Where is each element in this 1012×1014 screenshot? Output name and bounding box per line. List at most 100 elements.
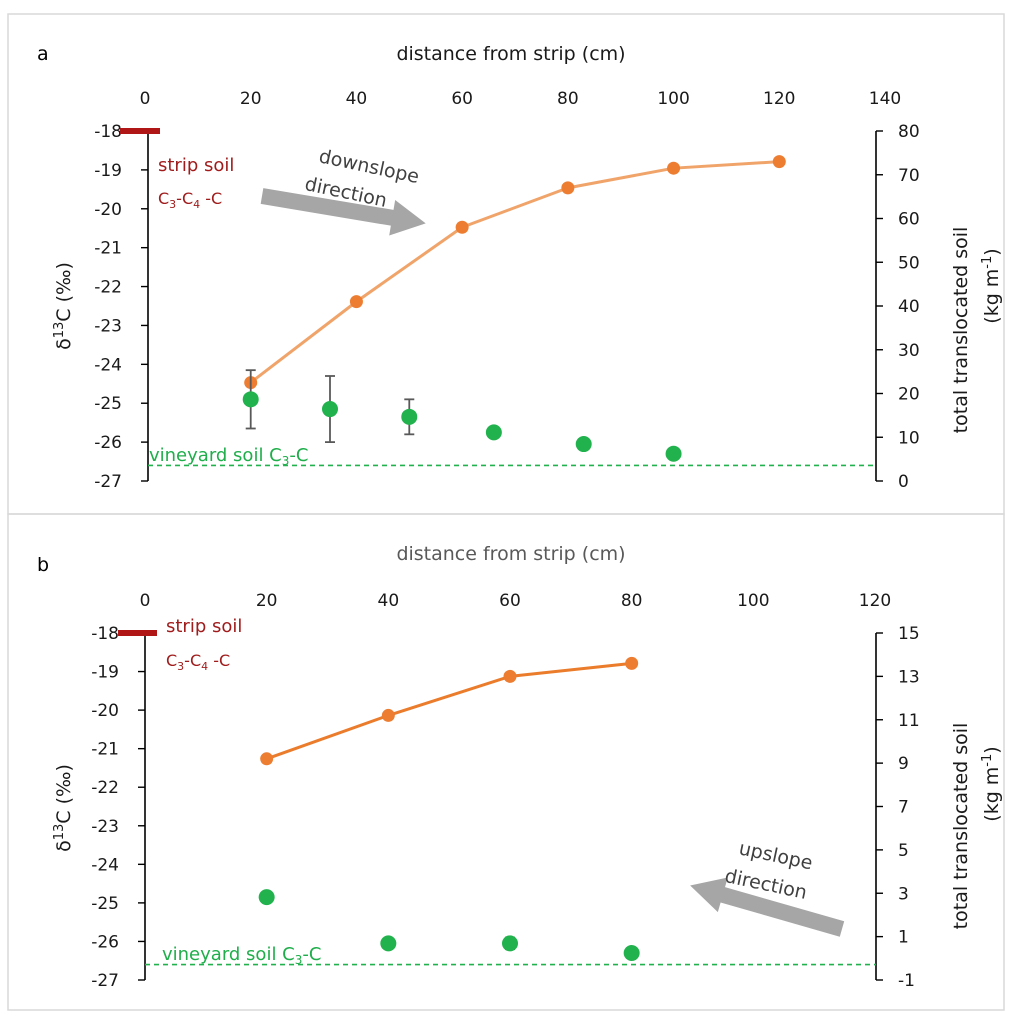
panel-b-left-axis-title: δ13C (‰) xyxy=(52,764,75,852)
panel-a-vineyard-soil-label: vineyard soil C3-C xyxy=(149,445,308,468)
delta13c-point xyxy=(502,935,518,952)
x-tick-label: 120 xyxy=(763,89,795,109)
left-tick-label: -26 xyxy=(91,932,119,952)
panel-b: b distance from strip (cm) 0 20 40 60 80 100 1… xyxy=(37,543,1003,991)
left-tick-label: -22 xyxy=(94,278,122,298)
right-tick-label: 50 xyxy=(898,253,920,273)
x-tick-label: 100 xyxy=(737,591,769,611)
right-tick-label: 15 xyxy=(898,624,920,644)
left-tick-label: -18 xyxy=(91,624,119,644)
panel-a-yrlabel-sup: -1 xyxy=(980,256,995,269)
translocated-soil-point xyxy=(667,161,681,175)
panel-b-right-ticks: 15 13 11 9 7 5 3 1 -1 xyxy=(876,624,920,991)
right-tick-label: 11 xyxy=(898,711,920,731)
right-tick-label: 3 xyxy=(898,884,909,904)
panel-a-c3c4-label: C3-C4 -C xyxy=(158,189,222,211)
panel-a-plot-area xyxy=(242,155,786,462)
panel-a-vineyard-tail: -C xyxy=(289,445,308,466)
left-tick-label: -24 xyxy=(91,855,119,875)
x-tick-label: 40 xyxy=(346,89,368,109)
panel-a-c3c4-tail: -C xyxy=(200,189,222,208)
left-tick-label: -18 xyxy=(94,122,122,142)
panel-b-plot-area xyxy=(258,656,640,962)
panel-a-yrlabel-pre: (kg m xyxy=(981,269,1003,324)
right-tick-label: 9 xyxy=(898,754,909,774)
panel-a-c3c4-dash: -C xyxy=(176,189,193,208)
panel-b-vineyard-tail: -C xyxy=(302,944,321,965)
left-tick-label: -19 xyxy=(94,161,122,181)
left-tick-label: -27 xyxy=(91,971,119,991)
panel-a-yrlabel-post: ) xyxy=(981,248,1003,255)
right-tick-label: 10 xyxy=(898,428,920,448)
translocated-soil-point xyxy=(625,656,639,670)
delta13c-point xyxy=(401,408,418,425)
panel-a-x-axis-title: distance from strip (cm) xyxy=(396,43,625,65)
right-tick-label: 0 xyxy=(898,472,909,492)
right-tick-label: 60 xyxy=(898,210,920,230)
downslope-arrow-icon xyxy=(260,188,426,236)
delta13c-point xyxy=(322,401,338,418)
right-tick-label: 13 xyxy=(898,667,920,687)
delta13c-point xyxy=(623,945,640,962)
left-tick-label: -27 xyxy=(94,472,122,492)
left-tick-label: -21 xyxy=(91,740,119,760)
panel-a-strip-soil-label: strip soil xyxy=(158,155,234,176)
delta13c-point xyxy=(485,424,502,441)
left-tick-label: -19 xyxy=(91,663,119,683)
panel-b-upslope-arrow xyxy=(690,877,845,937)
panel-b-c3c4-sub4: 4 xyxy=(201,660,208,673)
x-tick-label: 100 xyxy=(657,89,689,109)
x-tick-label: 80 xyxy=(557,89,579,109)
panel-b-yrlabel-pre: (kg m xyxy=(981,767,1003,822)
translocated-soil-point xyxy=(503,669,517,683)
panel-a-c3c4-c: C xyxy=(158,189,169,208)
panel-a-downslope-arrow xyxy=(260,188,426,236)
translocated-soil-point xyxy=(455,220,469,234)
translocated-soil-point xyxy=(561,181,575,195)
panel-a-c3c4-sub4: 4 xyxy=(193,198,200,211)
panel-b-c3c4-sub3: 3 xyxy=(177,660,184,673)
panel-b-right-axis-title-line1: total translocated soil xyxy=(950,723,972,930)
panel-b-c3c4-dash: -C xyxy=(184,651,201,670)
left-tick-label: -23 xyxy=(94,316,122,336)
right-tick-label: 5 xyxy=(898,841,909,861)
left-tick-label: -26 xyxy=(94,433,122,453)
delta13c-point xyxy=(380,935,397,952)
right-tick-label: 1 xyxy=(898,928,909,948)
right-tick-label: 20 xyxy=(898,385,920,405)
translocated-soil-line xyxy=(266,661,632,761)
panel-a-vineyard-sub3: 3 xyxy=(282,454,290,468)
left-tick-label: -23 xyxy=(91,817,119,837)
x-tick-label: 40 xyxy=(378,591,400,611)
panel-a-frame xyxy=(7,13,1005,515)
left-tick-label: -20 xyxy=(91,701,119,721)
left-tick-label: -25 xyxy=(91,894,119,914)
translocated-soil-point xyxy=(349,295,363,309)
x-tick-label: 80 xyxy=(621,591,643,611)
delta13c-point xyxy=(665,445,682,462)
panel-a-right-axis-title-line2: (kg m-1) xyxy=(980,248,1003,323)
panel-b-ylabel-pre: δ xyxy=(53,840,75,852)
panel-a-right-axis-title-line1: total translocated soil xyxy=(950,227,972,434)
panel-b-left-ticks: -18 -19 -20 -21 -22 -23 -24 -25 -26 -27 xyxy=(91,624,145,991)
right-tick-label: 70 xyxy=(898,166,920,186)
panel-b-ylabel-sup: 13 xyxy=(52,824,67,841)
panel-a-left-ticks: -18 -19 -20 -21 -22 -23 -24 -25 -26 -27 xyxy=(94,122,148,492)
right-tick-label: -1 xyxy=(898,971,915,991)
panel-a-ylabel-pre: δ xyxy=(53,338,75,350)
panel-a-label: a xyxy=(37,43,49,65)
panel-a-ylabel-sup: 13 xyxy=(52,322,67,339)
panel-b-c3c4-c: C xyxy=(166,651,177,670)
panel-a-ylabel-post: C (‰) xyxy=(53,262,75,322)
left-tick-label: -24 xyxy=(94,355,122,375)
panel-b-x-axis-title: distance from strip (cm) xyxy=(396,543,625,565)
left-tick-label: -21 xyxy=(94,239,122,259)
right-tick-label: 80 xyxy=(898,122,920,142)
right-tick-label: 40 xyxy=(898,297,920,317)
right-tick-label: 7 xyxy=(898,798,909,818)
translocated-soil-point xyxy=(381,708,395,722)
x-tick-label: 20 xyxy=(240,89,262,109)
panel-a-vineyard-text: vineyard soil C xyxy=(149,445,282,466)
delta13c-point xyxy=(242,391,259,408)
